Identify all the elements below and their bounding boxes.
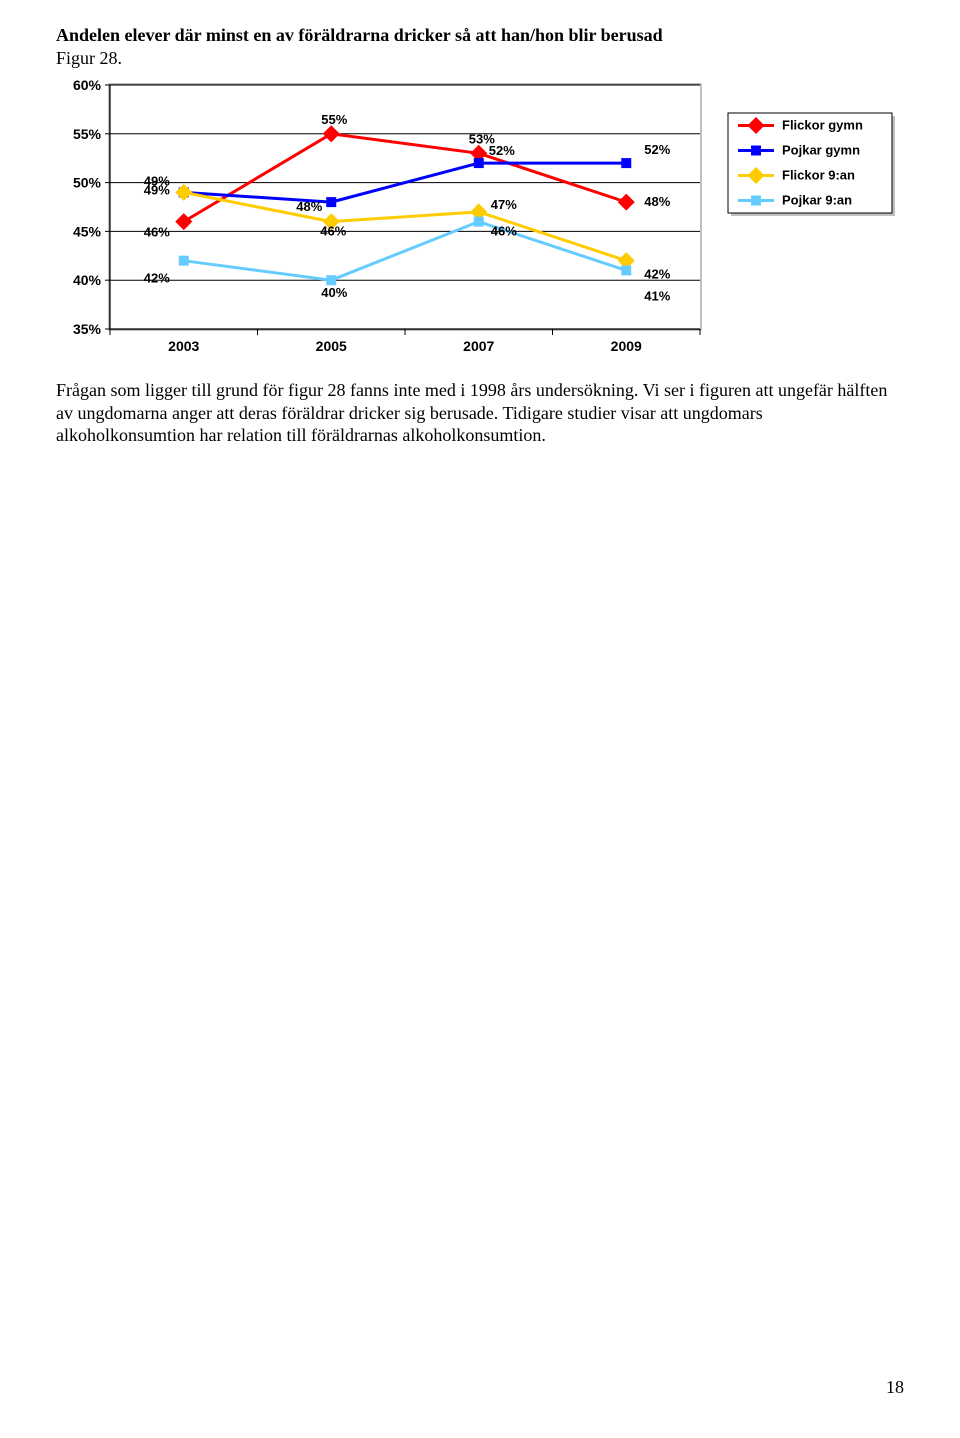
legend-item-label: Flickor gymn — [782, 118, 863, 133]
data-point-label: 42% — [144, 271, 170, 286]
data-point-label: 46% — [144, 225, 170, 240]
legend-item-label: Pojkar gymn — [782, 143, 860, 158]
data-point-label: 49% — [144, 182, 170, 197]
data-point-label: 52% — [644, 142, 670, 157]
svg-text:2007: 2007 — [463, 338, 494, 354]
data-point-label: 42% — [644, 267, 670, 282]
svg-text:35%: 35% — [73, 321, 102, 337]
data-point-label: 48% — [644, 194, 670, 209]
body-paragraph: Frågan som ligger till grund för figur 2… — [56, 379, 904, 447]
data-point-label: 46% — [491, 224, 517, 239]
data-point-label: 47% — [491, 197, 517, 212]
figure-label: Figur 28. — [56, 47, 904, 70]
page-title: Andelen elever där minst en av föräldrar… — [56, 24, 904, 47]
legend-item-label: Pojkar 9:an — [782, 193, 852, 208]
data-point-label: 48% — [296, 199, 322, 214]
page-number: 18 — [886, 1377, 904, 1398]
chart-container: 35% 40% 45% 50% 55% 60% 2003 2005 2007 2009 46% 55%… — [56, 79, 904, 369]
data-point-label: 46% — [320, 224, 346, 239]
svg-text:45%: 45% — [73, 223, 102, 239]
data-point-label: 55% — [321, 112, 347, 127]
data-point-label: 40% — [321, 285, 347, 300]
svg-text:60%: 60% — [73, 79, 102, 93]
line-chart: 35% 40% 45% 50% 55% 60% 2003 2005 2007 2009 46% 55%… — [56, 79, 904, 369]
svg-text:2003: 2003 — [168, 338, 199, 354]
svg-text:40%: 40% — [73, 272, 102, 288]
svg-text:50%: 50% — [73, 175, 102, 191]
svg-text:55%: 55% — [73, 126, 102, 142]
legend-item-label: Flickor 9:an — [782, 168, 855, 183]
svg-text:2009: 2009 — [611, 338, 642, 354]
svg-text:2005: 2005 — [316, 338, 347, 354]
data-point-label: 41% — [644, 288, 670, 303]
data-point-label: 52% — [489, 143, 515, 158]
